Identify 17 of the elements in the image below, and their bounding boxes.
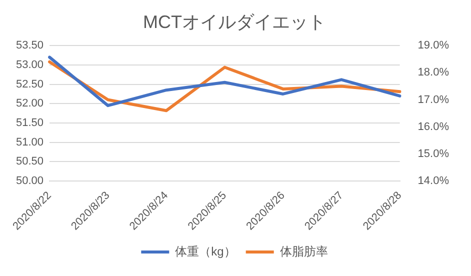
y-tick-label: 51.00: [16, 136, 44, 148]
legend-label: 体脂肪率: [280, 244, 328, 258]
y-tick-label: 53.00: [16, 58, 44, 71]
chart-title: MCTオイルダイエット: [143, 12, 326, 32]
legend-label: 体重（kg）: [175, 244, 236, 258]
y2-tick-label: 16.0%: [418, 120, 450, 133]
y-tick-label: 53.50: [16, 40, 44, 52]
y-tick-label: 50.50: [16, 156, 44, 168]
y2-tick-label: 15.0%: [418, 148, 450, 160]
y-tick-label: 52.50: [16, 78, 44, 90]
y-tick-label: 52.00: [16, 98, 44, 110]
y2-tick-label: 19.0%: [418, 40, 450, 52]
y-tick-label: 51.50: [16, 117, 44, 130]
y2-tick-label: 18.0%: [418, 66, 450, 79]
y-tick-label: 50.00: [16, 175, 44, 188]
y2-tick-label: 17.0%: [418, 94, 450, 106]
y2-tick-label: 14.0%: [418, 175, 450, 188]
